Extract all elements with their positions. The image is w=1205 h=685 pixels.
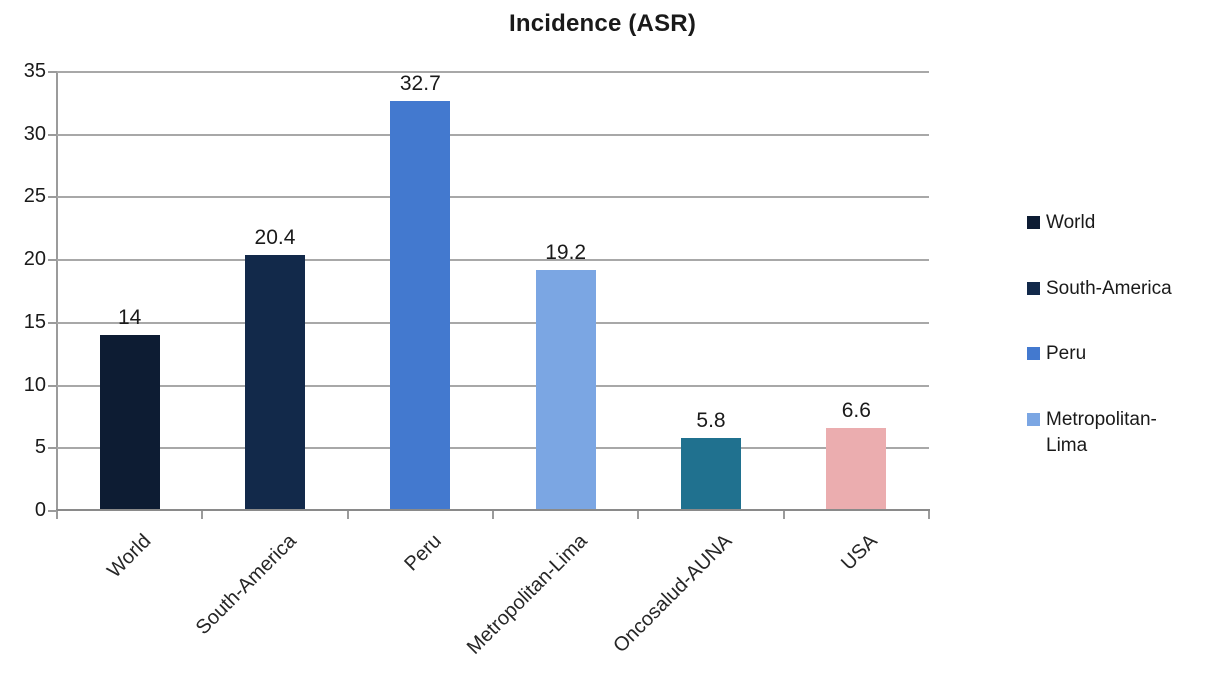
legend-swatch-south-america [1027, 281, 1040, 295]
bar-metropolitan-lima [535, 270, 596, 511]
gridline-y-25 [57, 196, 929, 199]
y-tick-mark-0 [48, 510, 57, 512]
y-tick-mark-25 [48, 196, 57, 199]
legend-swatch-peru [1027, 347, 1040, 361]
bar-value-label-metropolitan-lima: 19.2 [545, 241, 587, 265]
y-tick-mark-20 [48, 259, 57, 262]
legend-swatch-metropolitan-lima [1027, 412, 1040, 426]
gridline-y-5 [57, 447, 929, 450]
x-tick-mark-3 [492, 511, 494, 519]
gridline-y-20 [57, 259, 929, 262]
bar-oncosalud-auna [681, 438, 741, 511]
bar-value-label-world: 14 [117, 306, 142, 330]
chart-title: Incidence (ASR) [508, 10, 697, 37]
x-category-label-usa: USA [837, 530, 882, 575]
bar-value-label-usa: 6.6 [841, 399, 871, 423]
bar-value-label-oncosalud-auna: 5.8 [696, 409, 726, 433]
y-tick-label-30: 30 [23, 122, 46, 145]
gridline-y-30 [57, 133, 929, 136]
y-tick-mark-15 [48, 321, 57, 324]
legend: World South-America Peru Metropolitan-Lima [1027, 210, 1198, 458]
x-category-label-metropolitan-lima: Metropolitan-Lima [462, 530, 592, 659]
bar-south-america [245, 255, 305, 511]
gridline-y-10 [57, 384, 929, 387]
x-tick-mark-2 [346, 511, 349, 519]
bar-value-label-peru: 32.7 [399, 71, 441, 95]
y-tick-mark-5 [48, 447, 57, 450]
legend-item-south-america: South-America [1027, 276, 1198, 302]
legend-item-peru: Peru [1027, 341, 1198, 367]
x-tick-mark-1 [201, 511, 204, 519]
legend-label-world: World [1046, 212, 1096, 233]
y-tick-label-25: 25 [23, 185, 46, 208]
bar-world [99, 335, 160, 511]
x-category-label-peru: Peru [400, 530, 446, 576]
x-category-label-south-america: South-America [191, 530, 301, 640]
legend-label-south-america: South-America [1046, 277, 1172, 299]
y-tick-label-35: 35 [23, 60, 46, 82]
gridline-y-15 [57, 321, 929, 324]
legend-swatch-world [1027, 216, 1040, 229]
y-tick-label-10: 10 [23, 373, 46, 396]
y-tick-mark-10 [48, 384, 57, 387]
y-axis-line [56, 71, 58, 513]
y-tick-label-5: 5 [34, 436, 46, 459]
legend-item-world: World [1027, 210, 1198, 236]
gridline-y-35 [57, 71, 929, 73]
x-tick-mark-6 [928, 511, 930, 519]
legend-label-peru: Peru [1046, 343, 1087, 365]
y-tick-label-20: 20 [23, 248, 46, 271]
y-tick-mark-30 [48, 133, 57, 136]
x-tick-mark-4 [637, 511, 640, 519]
y-tick-label-0: 0 [34, 499, 46, 521]
x-axis-line [56, 509, 930, 511]
bar-usa [826, 428, 887, 511]
bar-peru [390, 100, 451, 511]
legend-item-metropolitan-lima: Metropolitan-Lima [1027, 407, 1198, 458]
x-tick-mark-5 [782, 511, 785, 519]
x-category-label-oncosalud-auna: Oncosalud-AUNA [609, 530, 737, 658]
bar-value-label-south-america: 20.4 [254, 226, 296, 250]
y-tick-mark-35 [48, 71, 57, 73]
legend-label-metropolitan-lima: Metropolitan-Lima [1046, 408, 1157, 456]
y-tick-label-15: 15 [23, 310, 46, 333]
x-category-label-world: World [102, 530, 156, 583]
x-tick-mark-0 [56, 511, 58, 519]
plot-area: 14 20.4 32.7 19.2 5.8 6.6 [57, 71, 929, 511]
